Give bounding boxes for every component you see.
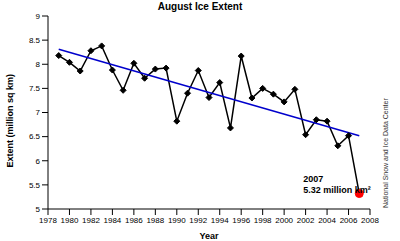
svg-text:1988: 1988 [146,216,164,225]
svg-text:2008: 2008 [361,216,379,225]
svg-text:7.5: 7.5 [29,84,41,93]
svg-text:8: 8 [36,60,41,69]
svg-text:1986: 1986 [125,216,143,225]
svg-text:1992: 1992 [189,216,207,225]
svg-text:Extent (million sq km): Extent (million sq km) [8,74,15,168]
svg-text:1996: 1996 [232,216,250,225]
svg-text:2006: 2006 [340,216,358,225]
svg-text:7: 7 [36,108,41,117]
svg-text:1980: 1980 [61,216,79,225]
svg-text:1978: 1978 [39,216,57,225]
svg-text:9: 9 [36,12,41,21]
html-text:August Ice Extent: August Ice Extent [157,1,243,12]
svg-text:1990: 1990 [168,216,186,225]
svg-text:2000: 2000 [275,216,293,225]
svg-text:6: 6 [36,157,41,166]
svg-text:20075.32 million km²: 20075.32 million km² [303,174,371,195]
svg-text:1982: 1982 [82,216,100,225]
html-text:National Snow and Ice Data Cen: National Snow and Ice Data Center [382,98,389,208]
svg-text:2004: 2004 [318,216,336,225]
svg-text:5.5: 5.5 [29,181,41,190]
svg-text:1994: 1994 [211,216,229,225]
svg-text:8.5: 8.5 [29,36,41,45]
svg-text:1998: 1998 [254,216,272,225]
svg-text:1984: 1984 [104,216,122,225]
svg-text:5: 5 [36,205,41,214]
svg-text:6.5: 6.5 [29,132,41,141]
svg-text:Year: Year [199,231,219,241]
svg-text:2002: 2002 [297,216,315,225]
